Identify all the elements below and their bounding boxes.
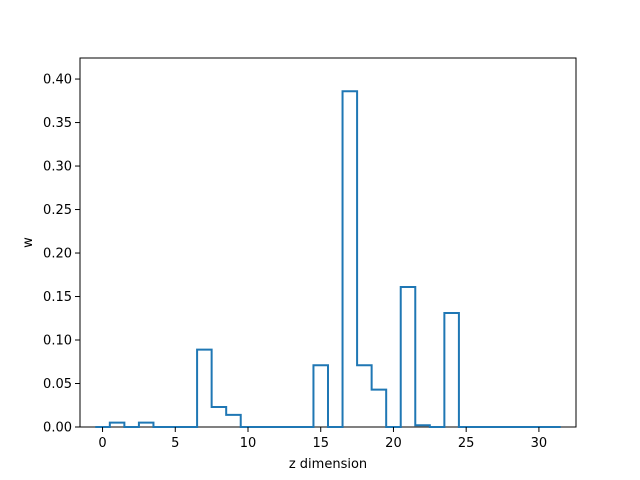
x-axis-label: z dimension (289, 457, 367, 472)
x-axis-ticks: 0 5 10 15 20 25 30 (98, 427, 547, 451)
histogram-bin (313, 365, 328, 427)
histogram-bin (110, 423, 125, 427)
series-0-step-line (95, 90, 561, 428)
x-tick-label: 30 (531, 436, 548, 451)
y-tick-label: 0.05 (43, 377, 72, 392)
y-axis-label: w (21, 237, 36, 248)
histogram-bin (372, 390, 387, 427)
x-tick-label: 0 (98, 436, 106, 451)
y-tick-label: 0.10 (43, 334, 72, 349)
histogram-bin (357, 365, 372, 427)
y-tick-label: 0.30 (43, 160, 72, 175)
histogram-bin (139, 423, 154, 427)
y-axis-ticks: 0.00 0.05 0.10 0.15 0.20 0.25 0.30 0.35 0.40 (43, 73, 80, 436)
series-layer (95, 90, 561, 428)
histogram-bin (343, 91, 358, 427)
x-tick-label: 25 (458, 436, 475, 451)
x-tick-label: 10 (240, 436, 257, 451)
histogram-bin (444, 313, 459, 427)
y-tick-label: 0.25 (43, 203, 72, 218)
histogram-bin (226, 415, 241, 427)
histogram-bin (197, 350, 212, 427)
y-tick-label: 0.35 (43, 116, 72, 131)
x-tick-label: 15 (312, 436, 329, 451)
x-tick-label: 20 (385, 436, 402, 451)
y-tick-label: 0.00 (43, 421, 72, 436)
y-tick-label: 0.40 (43, 73, 72, 88)
histogram-bin (401, 287, 416, 427)
y-tick-label: 0.15 (43, 290, 72, 305)
histogram-bin (415, 425, 430, 427)
histogram-bin (212, 407, 227, 427)
y-tick-label: 0.20 (43, 247, 72, 262)
x-tick-label: 5 (171, 436, 179, 451)
